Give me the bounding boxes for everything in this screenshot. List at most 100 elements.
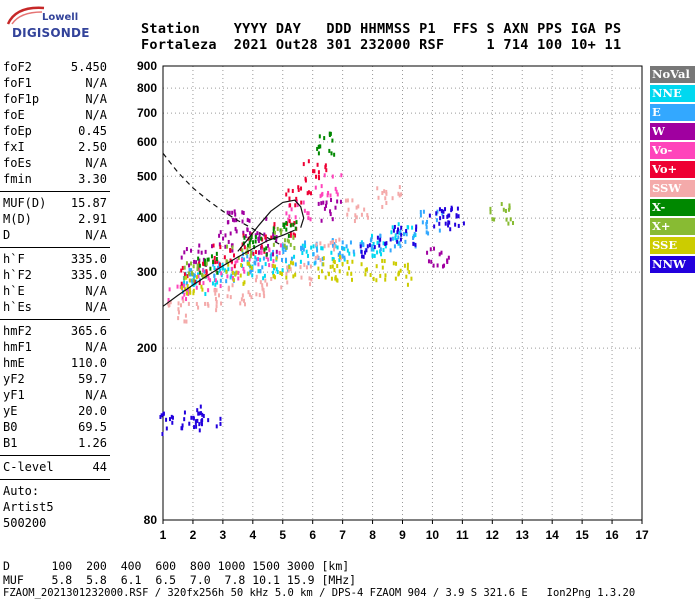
echo-mark [280,285,283,290]
echo-mark [247,271,250,276]
echo-mark [230,259,233,264]
echo-mark [285,211,288,216]
echo-mark [314,260,317,265]
echo-mark [334,238,337,243]
param-name: MUF(D) [3,196,47,210]
echo-mark [212,243,215,248]
echo-mark [189,290,192,295]
echo-mark [183,265,186,270]
auto-code: 500200 [3,516,47,530]
echo-mark [185,247,188,252]
echo-mark [441,211,444,216]
echo-mark [273,275,276,280]
echo-mark [247,243,250,248]
echo-mark [283,222,286,227]
echo-mark [371,253,374,258]
echo-mark [219,416,222,421]
echo-mark [317,174,320,179]
echo-point [166,299,190,324]
echo-mark [219,245,222,250]
echo-mark [222,236,225,241]
echo-mark [400,232,403,237]
echo-mark [204,292,207,297]
echo-mark [326,193,329,198]
echo-mark [183,319,186,324]
echo-mark [272,249,275,254]
echo-mark [378,243,381,248]
echo-mark [220,301,223,306]
echo-mark [221,263,224,268]
echo-mark [249,231,252,236]
echo-mark [312,252,315,257]
echo-point [226,283,253,307]
param-name: h`Es [3,300,32,314]
echo-mark [346,212,349,217]
echo-mark [213,273,216,278]
echo-mark [512,220,515,225]
echo-mark [435,211,438,216]
echo-mark [183,292,186,297]
echo-mark [320,192,323,197]
echo-mark [235,229,238,234]
echo-mark [396,227,399,232]
echo-mark [372,247,375,252]
y-tick-label: 400 [137,211,157,225]
echo-mark [286,238,289,243]
echo-mark [430,259,433,264]
echo-mark [219,421,222,426]
echo-mark [398,240,401,245]
param-value: 15.87 [70,196,107,210]
echo-mark [191,281,194,286]
echo-mark [287,188,290,193]
echo-mark [214,260,217,265]
echo-mark [255,257,258,262]
echo-mark [320,218,323,223]
echo-mark [398,193,401,198]
echo-mark [509,217,512,222]
y-tick-label: 700 [137,106,157,120]
echo-mark [317,170,320,175]
plot-area [163,66,642,520]
echo-mark [224,233,227,238]
echo-mark [351,277,354,282]
echo-mark [493,217,496,222]
echo-mark [275,267,278,272]
echo-mark [213,255,216,260]
param-name: foF2 [3,60,32,74]
echo-mark [204,301,207,306]
echo-mark [316,146,319,151]
echo-mark [233,218,236,223]
echo-mark [379,233,382,238]
echo-mark [422,209,425,214]
echo-mark [207,276,210,281]
echo-mark [251,267,254,272]
echo-mark [399,237,402,242]
echo-mark [317,144,320,149]
echo-mark [292,222,295,227]
echo-mark [265,238,268,243]
echo-mark [295,220,298,225]
echo-mark [389,248,392,253]
echo-mark [257,257,260,262]
echo-mark [295,199,298,204]
echo-mark [197,274,200,279]
echo-mark [376,235,379,240]
echo-mark [176,284,179,289]
echo-mark [239,273,242,278]
echo-mark [229,231,232,236]
echo-mark [403,263,406,268]
echo-mark [165,426,168,431]
echo-mark [196,408,199,413]
echo-mark [419,209,422,214]
echo-mark [320,184,323,189]
param-row: foE N/A [3,108,107,123]
echo-mark [264,262,267,267]
echo-mark [276,270,279,275]
legend-item: X- [650,199,695,216]
echo-mark [235,270,238,275]
echo-mark [292,235,295,240]
echo-mark [330,250,333,255]
echo-mark [317,151,320,156]
echo-mark [316,162,319,167]
y-tick-label: 80 [144,513,158,527]
